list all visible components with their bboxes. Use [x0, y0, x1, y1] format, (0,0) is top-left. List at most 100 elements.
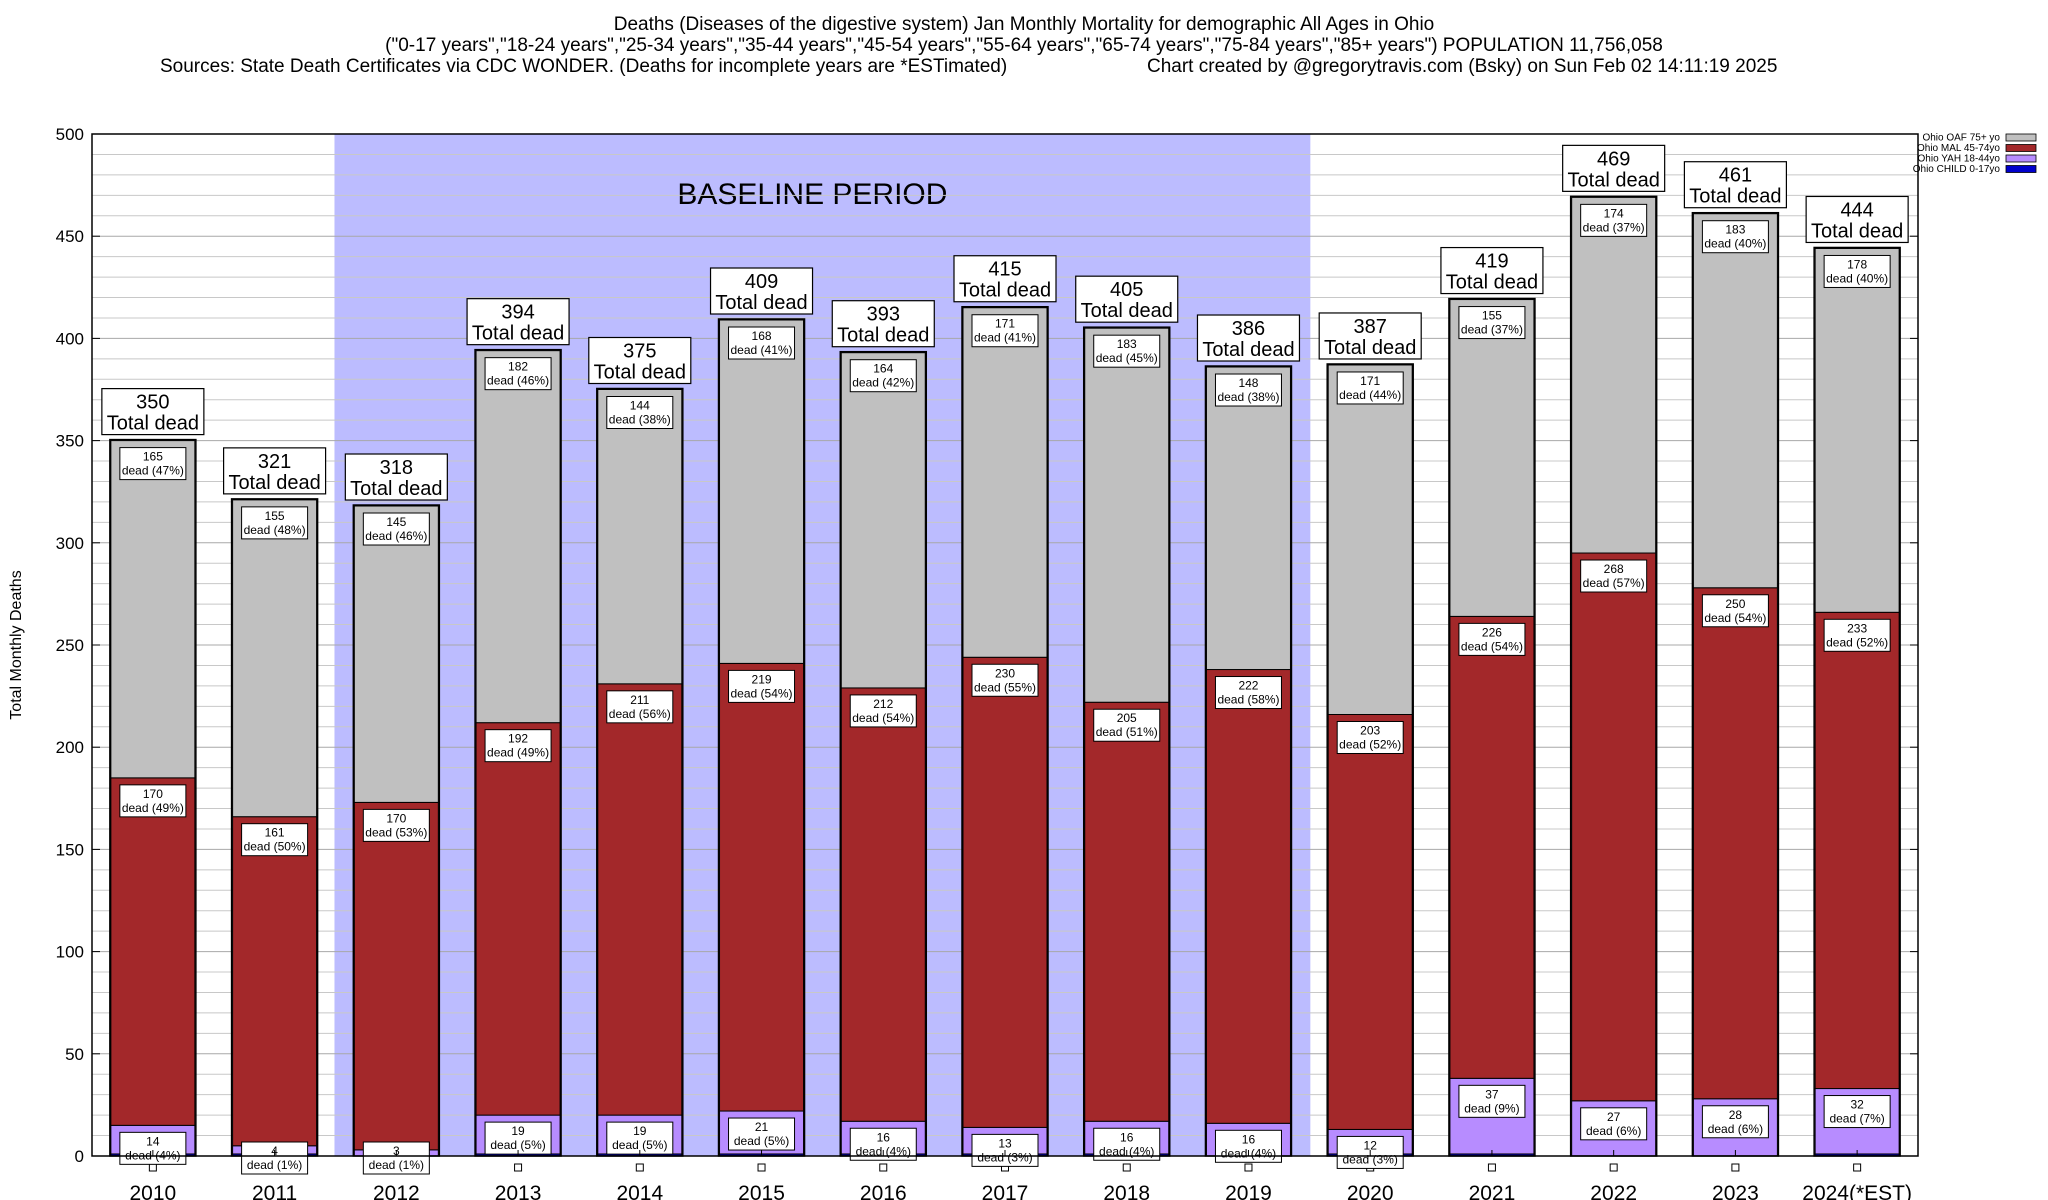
segment-label-box [849, 694, 917, 728]
total-label-word: Total dead [1446, 272, 1538, 294]
x-tick-label: 2021 [1469, 1182, 1516, 1200]
legend-swatch [2005, 144, 2037, 152]
segment-label-percent: dead (37%) [1461, 323, 1523, 337]
segment-label-value: 148 [1238, 376, 1258, 390]
total-label-box [1562, 144, 1666, 192]
bar-segment [232, 499, 318, 818]
x-tick-label: 2014 [616, 1182, 663, 1200]
axes-layer: 0 50 100 150 200 250 300 350 400 450 500 2010 2011 20… [8, 125, 1919, 1200]
segment-label-box [362, 512, 430, 546]
segment-label-value: 28 [1729, 1108, 1743, 1122]
segment-label-value: 27 [1607, 1110, 1621, 1124]
bar-marker [1609, 1163, 1618, 1172]
segment-label-percent: dead (58%) [1217, 693, 1279, 707]
segment-label-value: 170 [143, 787, 163, 801]
total-label-word: Total dead [228, 472, 320, 494]
total-label-box [1318, 312, 1422, 360]
bar-segment [1084, 327, 1170, 703]
segment-label-box [971, 314, 1039, 348]
segment-label-value: 174 [1604, 206, 1624, 220]
x-tick-label: 2020 [1347, 1182, 1394, 1200]
total-label-word: Total dead [350, 478, 442, 500]
bar-segment [597, 683, 683, 1116]
y-tick-label: 50 [65, 1045, 84, 1064]
y-tick-label: 200 [56, 738, 84, 757]
segment-label-box [1580, 1107, 1648, 1141]
segment-label-value: 145 [386, 515, 406, 529]
total-label-box [1683, 161, 1788, 209]
segment-label-value: 178 [1847, 257, 1867, 271]
bar-segment [1327, 713, 1413, 1130]
total-label-value: 393 [867, 304, 900, 326]
segment-label-value: 211 [630, 693, 649, 707]
legend-swatch [2005, 133, 2037, 142]
segment-label-percent: dead (1%) [369, 1158, 424, 1172]
x-tick-label: 2011 [252, 1182, 297, 1200]
bar-segment [719, 662, 805, 1112]
bar-segment [840, 352, 926, 689]
total-label-box [709, 267, 814, 315]
legend-swatch [2005, 154, 2037, 163]
segment-label-percent: dead (46%) [365, 529, 427, 543]
total-label-value: 394 [501, 302, 534, 324]
segment-label-percent: dead (42%) [852, 376, 914, 390]
segment-label-value: 192 [508, 732, 528, 746]
segment-label-percent: dead (9%) [1464, 1101, 1519, 1115]
legend-label: Ohio OAF 75+ yo [1922, 133, 2000, 144]
segment-label-percent: dead (3%) [977, 1150, 1032, 1164]
x-tick-label: 2024(*EST) [1802, 1182, 1912, 1200]
segment-label-value: 205 [1117, 711, 1137, 725]
bar-marker [757, 1163, 766, 1172]
segment-label-value: 203 [1360, 723, 1380, 737]
segment-label-value: 212 [873, 697, 893, 711]
total-label-value: 415 [988, 259, 1021, 281]
x-tick-label: 2018 [1103, 1182, 1150, 1200]
segment-label-value: 171 [1360, 374, 1380, 388]
total-label-word: Total dead [1811, 220, 1903, 242]
total-label-word: Total dead [1081, 300, 1173, 322]
baseline-annotation: BASELINE PERIOD [677, 178, 947, 211]
segment-label-box [728, 1117, 796, 1151]
total-label-word: Total dead [715, 292, 807, 314]
segment-label-box [119, 784, 187, 818]
segment-label-value: 14 [146, 1134, 160, 1148]
segment-label-box [241, 823, 309, 857]
total-label-value: 405 [1110, 279, 1143, 301]
total-label-word: Total dead [1202, 339, 1294, 361]
x-tick-label: 2016 [860, 1182, 907, 1200]
bar-marker [514, 1163, 523, 1172]
segment-label-percent: dead (52%) [1339, 737, 1401, 751]
total-label-value: 419 [1475, 251, 1508, 273]
segment-label-box [728, 669, 796, 703]
segment-label-box [1458, 622, 1526, 656]
segment-label-value: 12 [1364, 1138, 1378, 1152]
segment-label-percent: dead (54%) [731, 686, 793, 700]
bar-segment [353, 801, 439, 1151]
total-label-word: Total dead [1689, 186, 1781, 208]
x-tick-label: 2012 [373, 1182, 420, 1200]
bar-marker [1244, 1163, 1253, 1172]
x-tick-label: 2017 [982, 1182, 1029, 1200]
bar-segment [1814, 247, 1900, 613]
segment-label-box [1701, 594, 1769, 628]
segment-label-value: 16 [877, 1130, 891, 1144]
chart-title: Deaths (Diseases of the digestive system… [613, 14, 1435, 35]
segment-label-value: 268 [1604, 562, 1624, 576]
